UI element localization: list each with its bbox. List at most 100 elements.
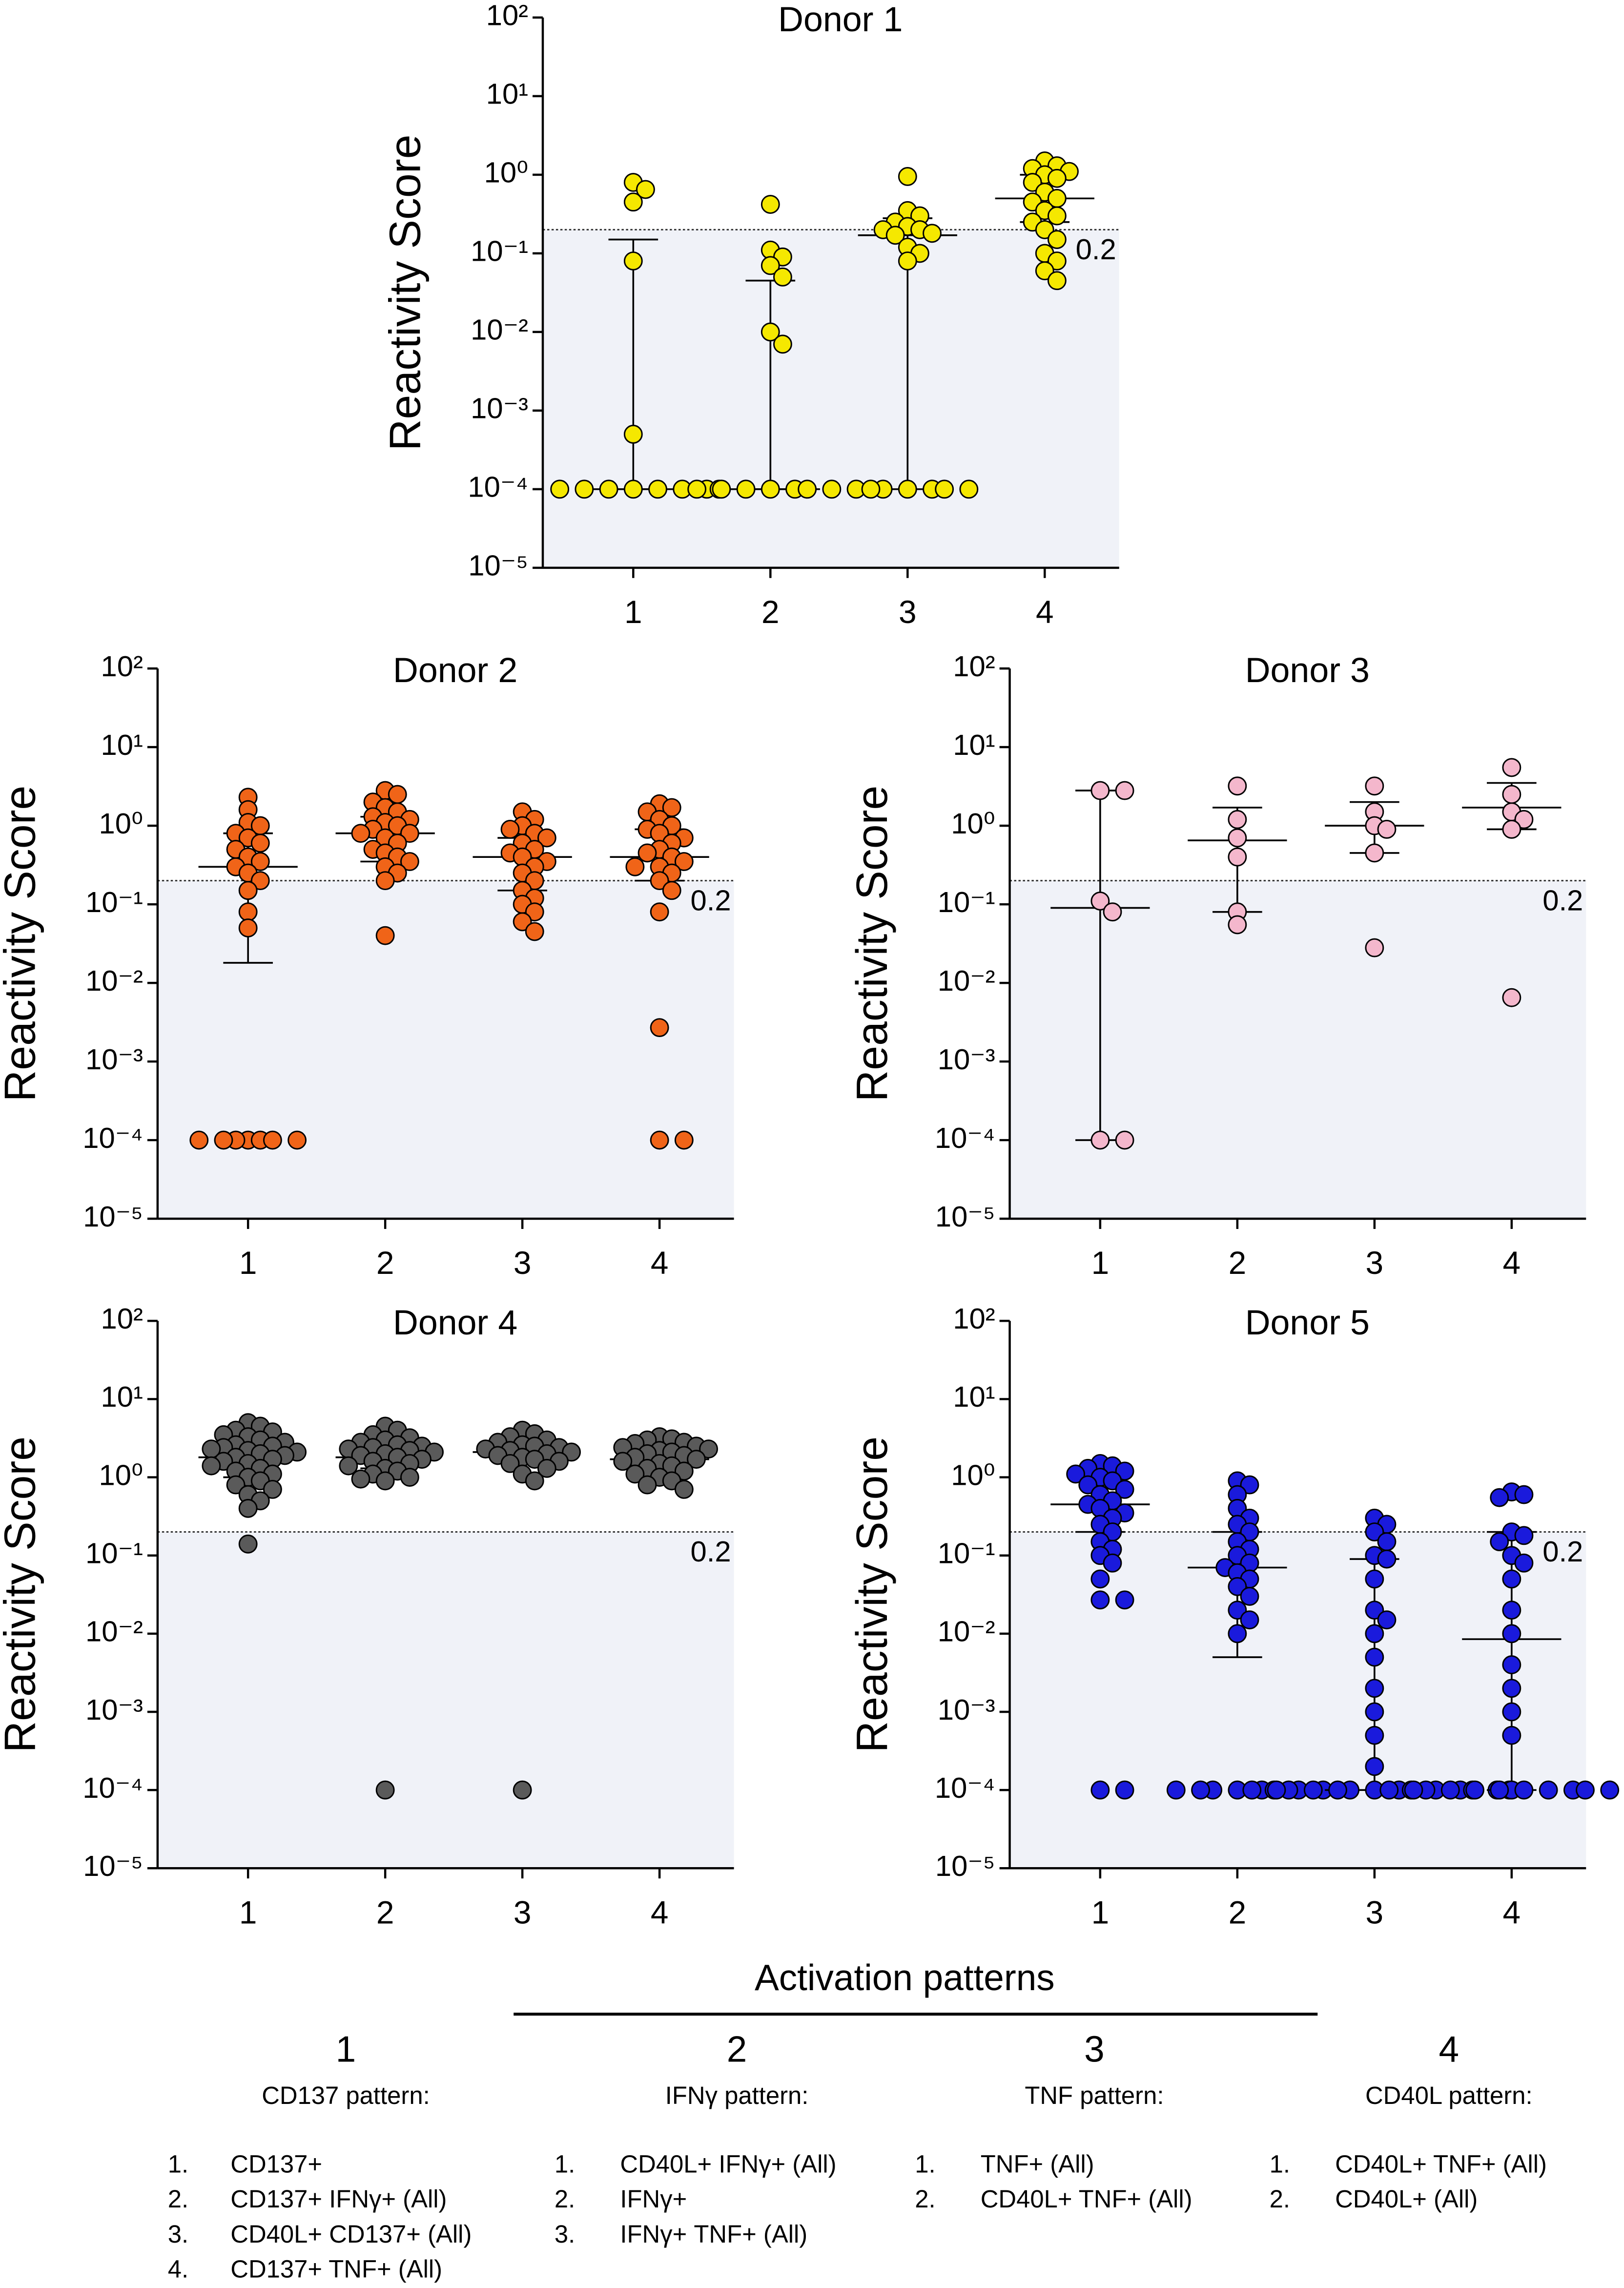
- data-point: [1090, 781, 1110, 800]
- y-tick-label: 10⁻³: [938, 1693, 995, 1726]
- data-point: [1228, 1601, 1247, 1620]
- data-point: [623, 424, 643, 444]
- data-point: [513, 1780, 532, 1800]
- data-point: [1090, 1130, 1110, 1150]
- data-point: [537, 1458, 556, 1478]
- data-point: [1379, 1780, 1399, 1800]
- data-point: [250, 852, 270, 871]
- data-point: [1502, 1624, 1521, 1643]
- y-tick-label: 10⁻⁵: [935, 1200, 995, 1233]
- x-tick-label: 4: [651, 1245, 669, 1281]
- below-threshold-shade: [542, 229, 1119, 568]
- data-point: [1078, 1475, 1098, 1495]
- data-point: [525, 1471, 544, 1491]
- x-tick-label: 1: [1091, 1894, 1110, 1930]
- data-point: [550, 479, 570, 499]
- pattern-item-number: 2.: [555, 2185, 575, 2213]
- data-point: [1377, 820, 1397, 839]
- pattern-item-text: CD40L+ CD137+ (All): [230, 2220, 472, 2248]
- pattern-item-number: 1.: [1270, 2150, 1290, 2178]
- data-point: [1377, 1549, 1397, 1569]
- y-tick-label: 10⁻³: [85, 1693, 143, 1726]
- data-point: [250, 871, 270, 891]
- pattern-name: CD137 pattern:: [262, 2081, 430, 2109]
- data-point: [798, 479, 817, 499]
- x-tick-label: 3: [514, 1245, 532, 1281]
- data-point: [400, 1468, 419, 1487]
- y-axis-label: Reactivity Score: [0, 786, 45, 1102]
- data-point: [1365, 1702, 1384, 1722]
- y-tick-label: 10⁻⁴: [468, 471, 528, 503]
- data-point: [761, 195, 780, 214]
- pattern-item-number: 2.: [168, 2185, 188, 2213]
- pattern-name: IFNγ pattern:: [665, 2081, 809, 2109]
- data-point: [1502, 1569, 1521, 1589]
- y-tick-label: 10⁻¹: [85, 1537, 143, 1570]
- y-tick-label: 10⁻⁴: [82, 1771, 143, 1804]
- threshold-label: 0.2: [691, 884, 731, 916]
- y-tick-label: 10¹: [101, 728, 143, 761]
- x-tick-label: 2: [761, 594, 780, 630]
- data-point: [1115, 781, 1134, 800]
- y-tick-label: 10⁻¹: [938, 1537, 995, 1570]
- y-tick-label: 10²: [953, 1302, 995, 1335]
- data-point: [375, 1780, 395, 1800]
- data-point: [1440, 1780, 1460, 1800]
- pattern-item-number: 1.: [168, 2150, 188, 2178]
- y-tick-label: 10⁰: [951, 1458, 995, 1491]
- data-point: [1514, 810, 1534, 829]
- data-point: [650, 871, 669, 891]
- data-point: [1228, 915, 1247, 935]
- data-point: [1303, 1780, 1323, 1800]
- pattern-item-text: CD137+ IFNγ+ (All): [230, 2185, 447, 2213]
- data-point: [923, 224, 942, 243]
- data-point: [1514, 1780, 1534, 1800]
- data-point: [263, 1479, 282, 1499]
- data-point: [1240, 1475, 1259, 1495]
- data-point: [1228, 828, 1247, 848]
- data-point: [1240, 1610, 1259, 1630]
- data-point: [1191, 1780, 1210, 1800]
- x-tick-label: 2: [1229, 1894, 1247, 1930]
- data-point: [623, 479, 643, 499]
- data-point: [1576, 1780, 1595, 1800]
- data-point: [1035, 220, 1054, 239]
- data-point: [263, 1130, 282, 1150]
- below-threshold-shade: [1009, 880, 1586, 1219]
- data-point: [1404, 1780, 1423, 1800]
- data-point: [1103, 902, 1122, 922]
- y-tick-label: 10⁻²: [85, 1615, 143, 1648]
- data-point: [885, 226, 905, 245]
- x-tick-label: 4: [651, 1894, 669, 1930]
- data-point: [1115, 1461, 1134, 1481]
- y-tick-label: 10²: [953, 650, 995, 683]
- data-point: [613, 1452, 633, 1471]
- data-point: [687, 1450, 706, 1469]
- pattern-item-text: CD137+ TNF+ (All): [230, 2255, 442, 2283]
- data-point: [238, 881, 258, 900]
- data-point: [861, 479, 881, 499]
- data-point: [1115, 1479, 1134, 1499]
- data-point: [1502, 1702, 1521, 1722]
- data-point: [636, 180, 655, 199]
- data-point: [935, 479, 954, 499]
- data-point: [500, 820, 520, 839]
- below-threshold-shade: [1009, 1532, 1586, 1869]
- data-point: [712, 479, 731, 499]
- threshold-label: 0.2: [691, 1535, 731, 1568]
- pattern-item-number: 2.: [1270, 2185, 1290, 2213]
- data-point: [1365, 1757, 1384, 1776]
- data-point: [1090, 891, 1110, 911]
- data-point: [1365, 1522, 1384, 1541]
- x-tick-label: 4: [1503, 1894, 1521, 1930]
- x-tick-label: 3: [1366, 1894, 1384, 1930]
- x-tick-label: 3: [899, 594, 917, 630]
- data-point: [1090, 1590, 1110, 1610]
- legend-title: Activation patterns: [755, 1957, 1055, 1998]
- data-point: [773, 334, 792, 354]
- x-tick-label: 3: [514, 1894, 532, 1930]
- data-point: [1228, 1577, 1247, 1596]
- panel-title: Donor 2: [393, 651, 517, 690]
- data-point: [1047, 206, 1067, 226]
